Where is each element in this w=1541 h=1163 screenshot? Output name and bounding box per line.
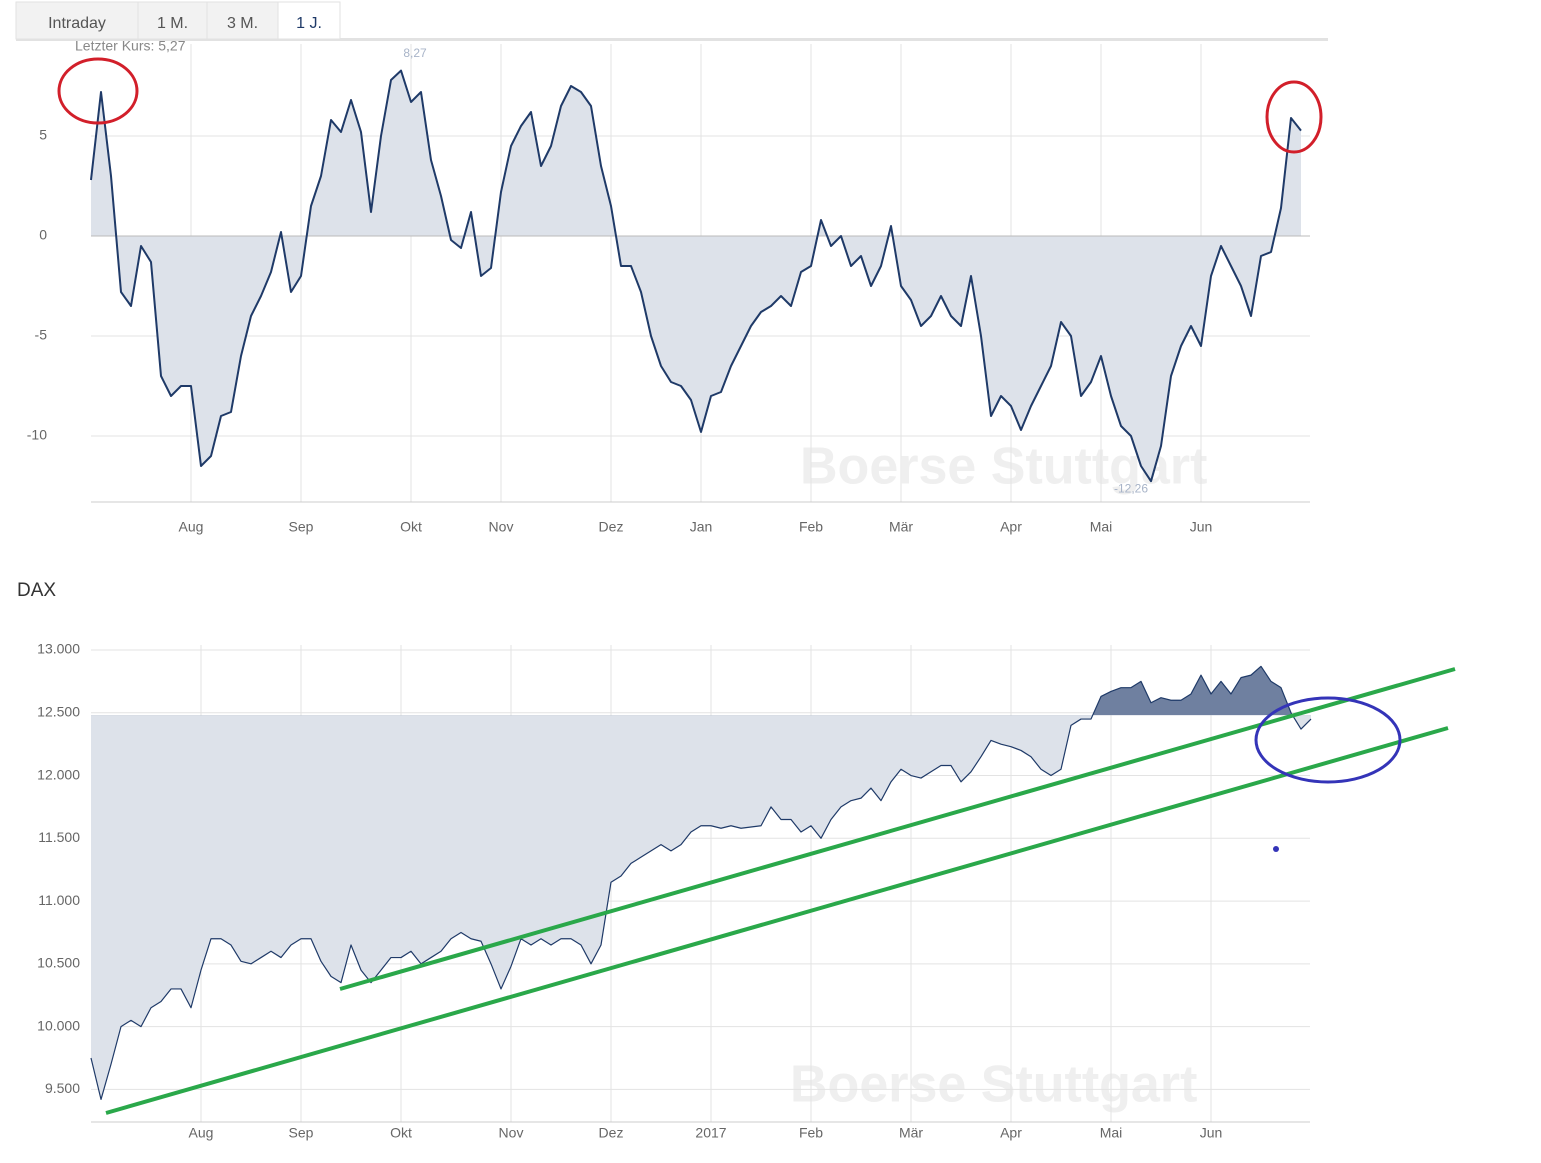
- x-tick-label: Okt: [390, 1125, 412, 1141]
- x-tick-label: Jun: [1190, 519, 1213, 535]
- y-tick-label: 10.500: [37, 955, 80, 971]
- watermark: Boerse Stuttgart: [790, 1056, 1197, 1114]
- x-tick-label: Feb: [799, 1125, 823, 1141]
- tab-label[interactable]: Intraday: [48, 15, 106, 32]
- charts: Boerse Stuttgart 5 0 -5 -10 Aug Sep Okt Nov Dez Ja…: [17, 38, 1312, 1141]
- subtitle: Letzter Kurs: 5,27: [75, 38, 186, 54]
- tab-label[interactable]: 3 M.: [227, 15, 258, 32]
- y-tick-label: 12.500: [37, 703, 80, 719]
- y-tick-label: 5: [39, 127, 47, 143]
- y-tick-label: 11.500: [38, 829, 80, 845]
- x-tick-label: Feb: [799, 519, 823, 535]
- x-tick-label: Jan: [690, 519, 713, 535]
- tab[interactable]: [277, 1, 341, 40]
- x-tick-label: Jun: [1200, 1125, 1223, 1141]
- y-tick-label: 11.000: [38, 892, 80, 908]
- tab[interactable]: [15, 1, 139, 40]
- x-tick-label: Aug: [179, 519, 204, 535]
- chart-title: DAX: [17, 580, 56, 601]
- x-tick-label: Apr: [1000, 1125, 1022, 1141]
- tab-label[interactable]: 1 M.: [157, 15, 188, 32]
- y-tick-label: 10.000: [37, 1017, 80, 1033]
- x-tick-label: Apr: [1000, 519, 1022, 535]
- tab-underline: [16, 38, 1328, 41]
- line: [90, 69, 1302, 483]
- y-tick-label: 12.000: [37, 766, 80, 782]
- drawn-annotations: [57, 57, 1456, 1115]
- trend-line: [105, 726, 1449, 1115]
- annotation: -12,26: [1114, 481, 1148, 495]
- blue-circle: [1254, 696, 1402, 784]
- x-tick-label: Nov: [489, 519, 514, 535]
- annotation: 8,27: [403, 46, 427, 60]
- y-tick-label: 9.500: [45, 1080, 80, 1096]
- y-tick-label: -10: [27, 427, 47, 443]
- x-tick-label: Mär: [899, 1125, 923, 1141]
- area-above: [1092, 666, 1293, 716]
- y-tick-label: 0: [39, 227, 47, 243]
- x-tick-label: Aug: [189, 1125, 214, 1141]
- red-circle: [1265, 80, 1323, 154]
- x-tick-label: Mai: [1090, 519, 1113, 535]
- blue-dot: [1273, 846, 1279, 852]
- tab-bar: Intraday 1 M. 3 M. 1 J.: [15, 1, 1328, 41]
- x-tick-label: Dez: [599, 519, 624, 535]
- x-tick-label: Sep: [289, 519, 314, 535]
- line: [90, 665, 1312, 1101]
- x-tick-label: 2017: [695, 1125, 726, 1141]
- x-tick-label: Sep: [289, 1125, 314, 1141]
- x-tick-label: Mär: [889, 519, 913, 535]
- trend-line: [339, 667, 1456, 991]
- area-below: [91, 715, 1311, 1100]
- y-tick-label: 13.000: [37, 641, 80, 657]
- tab[interactable]: [137, 1, 208, 40]
- y-tick-label: -5: [35, 327, 48, 343]
- area: [91, 70, 1301, 482]
- x-tick-label: Mai: [1100, 1125, 1123, 1141]
- tab-label[interactable]: 1 J.: [296, 15, 322, 32]
- x-tick-label: Nov: [499, 1125, 524, 1141]
- red-circle: [57, 57, 139, 125]
- x-tick-label: Dez: [599, 1125, 624, 1141]
- x-tick-label: Okt: [400, 519, 422, 535]
